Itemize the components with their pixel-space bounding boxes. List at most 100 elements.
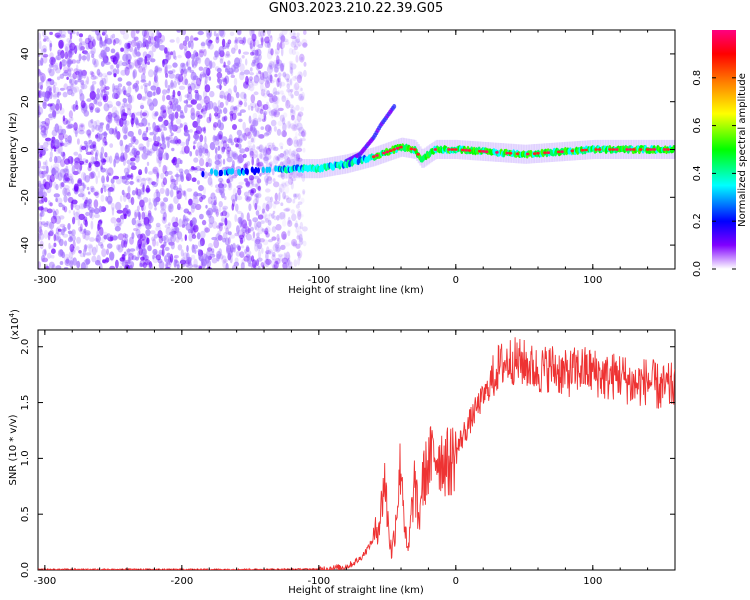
noise-speckle bbox=[134, 59, 141, 69]
noise-speckle bbox=[122, 232, 127, 238]
noise-speckle bbox=[175, 226, 180, 233]
noise-speckle bbox=[106, 243, 113, 249]
noise-speckle bbox=[248, 175, 255, 181]
noise-speckle bbox=[242, 232, 245, 237]
noise-speckle bbox=[268, 95, 275, 103]
noise-speckle bbox=[254, 221, 258, 231]
noise-speckle bbox=[160, 131, 165, 139]
noise-speckle bbox=[148, 215, 154, 224]
noise-speckle bbox=[280, 245, 286, 250]
noise-speckle bbox=[288, 159, 292, 164]
noise-speckle bbox=[112, 56, 118, 65]
noise-speckle bbox=[274, 48, 280, 55]
noise-speckle bbox=[218, 185, 225, 194]
noise-speckle bbox=[250, 188, 257, 194]
noise-speckle bbox=[91, 125, 95, 133]
noise-speckle bbox=[47, 85, 54, 89]
noise-speckle bbox=[49, 151, 53, 159]
noise-speckle bbox=[93, 207, 100, 215]
noise-speckle bbox=[132, 136, 137, 143]
noise-speckle bbox=[231, 203, 235, 211]
noise-speckle bbox=[212, 201, 217, 206]
noise-speckle bbox=[254, 243, 259, 252]
noise-speckle bbox=[59, 261, 64, 265]
noise-speckle bbox=[53, 139, 60, 144]
noise-speckle bbox=[54, 62, 59, 68]
noise-speckle bbox=[200, 258, 204, 264]
noise-speckle bbox=[277, 81, 281, 87]
noise-speckle bbox=[160, 106, 165, 110]
noise-speckle bbox=[300, 56, 304, 61]
noise-speckle bbox=[249, 42, 253, 50]
noise-speckle bbox=[245, 233, 252, 241]
noise-speckle bbox=[90, 220, 94, 230]
noise-speckle bbox=[154, 40, 160, 49]
noise-speckle bbox=[114, 225, 121, 232]
noise-speckle bbox=[247, 37, 253, 45]
noise-speckle bbox=[207, 102, 211, 111]
noise-speckle bbox=[115, 201, 122, 211]
noise-speckle bbox=[260, 126, 265, 130]
noise-speckle bbox=[106, 91, 110, 96]
noise-speckle bbox=[215, 184, 220, 189]
noise-speckle bbox=[186, 61, 189, 67]
noise-speckle bbox=[146, 139, 150, 148]
noise-speckle bbox=[153, 191, 158, 199]
noise-speckle bbox=[286, 97, 289, 107]
noise-speckle bbox=[78, 53, 82, 62]
noise-speckle bbox=[270, 196, 273, 203]
noise-speckle bbox=[190, 112, 196, 120]
noise-speckle bbox=[294, 154, 301, 162]
noise-speckle bbox=[160, 114, 166, 120]
noise-speckle bbox=[126, 81, 132, 86]
noise-speckle bbox=[177, 139, 182, 144]
signal-peak-point bbox=[615, 148, 619, 151]
noise-speckle bbox=[281, 95, 287, 103]
noise-speckle bbox=[208, 113, 212, 122]
noise-speckle bbox=[65, 138, 68, 143]
noise-speckle bbox=[121, 189, 125, 196]
noise-speckle bbox=[271, 226, 277, 233]
noise-speckle bbox=[180, 257, 187, 266]
noise-speckle bbox=[267, 48, 273, 55]
signal-peak-point bbox=[546, 151, 551, 155]
noise-speckle bbox=[80, 124, 84, 128]
noise-speckle bbox=[194, 60, 198, 67]
noise-speckle bbox=[78, 38, 83, 42]
noise-speckle bbox=[135, 187, 139, 196]
noise-speckle bbox=[259, 30, 264, 37]
noise-speckle bbox=[155, 254, 162, 261]
noise-speckle bbox=[70, 201, 74, 211]
noise-speckle bbox=[138, 169, 143, 176]
noise-speckle bbox=[250, 119, 257, 126]
noise-speckle bbox=[249, 83, 255, 92]
noise-speckle bbox=[53, 126, 56, 131]
noise-speckle bbox=[150, 230, 156, 235]
noise-speckle bbox=[120, 154, 125, 162]
noise-speckle bbox=[198, 266, 203, 269]
noise-speckle bbox=[130, 135, 136, 145]
noise-speckle bbox=[183, 208, 189, 214]
noise-speckle bbox=[164, 67, 168, 75]
noise-speckle bbox=[48, 242, 51, 250]
noise-speckle bbox=[250, 51, 255, 56]
noise-speckle bbox=[259, 173, 262, 177]
spectrogram-xlabel: Height of straight line (km) bbox=[288, 285, 424, 296]
noise-speckle bbox=[207, 176, 213, 186]
noise-speckle bbox=[146, 261, 149, 267]
noise-speckle bbox=[151, 42, 157, 46]
noise-speckle bbox=[102, 259, 106, 264]
noise-speckle bbox=[125, 171, 130, 181]
noise-speckle bbox=[223, 77, 228, 87]
noise-speckle bbox=[296, 139, 303, 147]
noise-speckle bbox=[201, 219, 207, 226]
noise-speckle bbox=[113, 222, 120, 228]
noise-speckle bbox=[102, 95, 107, 101]
noise-speckle bbox=[256, 62, 263, 70]
noise-speckle bbox=[88, 207, 95, 212]
noise-speckle bbox=[196, 193, 203, 197]
noise-speckle bbox=[256, 146, 261, 150]
noise-speckle bbox=[270, 119, 277, 127]
signal-peak-point bbox=[478, 149, 482, 153]
y-tick-label: 20 bbox=[20, 95, 31, 108]
